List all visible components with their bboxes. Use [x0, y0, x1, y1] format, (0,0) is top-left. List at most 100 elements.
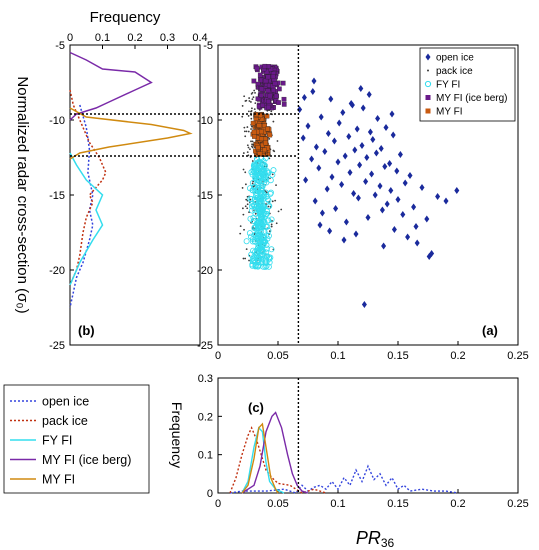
point-open-ice: [297, 106, 303, 113]
legend-main-label: MY FI (ice berg): [436, 93, 508, 104]
point-my-fi-ice-berg: [257, 72, 263, 78]
point-pack-ice: [244, 205, 247, 208]
point-open-ice: [325, 130, 331, 137]
panel-a-xtick-label: 0.05: [267, 350, 288, 362]
point-open-ice: [357, 161, 363, 169]
panel-c-xtick-label: 0.15: [387, 498, 408, 510]
point-open-ice: [370, 136, 376, 143]
point-fy-fi: [250, 217, 257, 224]
point-my-fi: [250, 120, 256, 126]
point-pack-ice: [250, 101, 252, 103]
point-pack-ice: [246, 207, 249, 210]
point-open-ice: [331, 137, 337, 145]
panel-c-ytick-label: 0.1: [198, 450, 213, 462]
point-open-ice: [390, 131, 396, 139]
point-my-fi-ice-berg: [267, 93, 273, 99]
point-pack-ice: [246, 203, 249, 206]
point-fy-fi: [253, 262, 260, 269]
panel-b-xtick-label: 0.3: [160, 32, 175, 44]
point-pack-ice: [243, 130, 246, 133]
legend-main-label: MY FI: [436, 107, 462, 118]
panel-a-ytick-label: -5: [203, 40, 213, 52]
point-open-ice: [375, 115, 381, 122]
point-open-ice: [419, 184, 425, 191]
panel-c-ylabel: Frequency: [169, 402, 185, 468]
point-pack-ice: [275, 222, 278, 225]
panel-b-line-my-fi-ice-berg: [69, 51, 153, 121]
point-fy-fi: [255, 172, 262, 179]
point-fy-fi: [268, 246, 275, 253]
point-fy-fi: [254, 263, 261, 270]
point-fy-fi: [258, 185, 265, 192]
point-open-ice: [300, 134, 306, 142]
point-fy-fi: [258, 243, 265, 250]
point-open-ice: [341, 236, 347, 244]
point-pack-ice: [242, 257, 245, 260]
legend-main-label: FY FI: [436, 80, 460, 91]
point-open-ice: [397, 151, 403, 158]
point-pack-ice: [243, 126, 246, 129]
point-fy-fi: [243, 238, 250, 245]
point-open-ice: [305, 122, 311, 130]
point-pack-ice: [244, 183, 247, 186]
panel-c-xtick-label: 0.1: [330, 498, 345, 510]
point-pack-ice: [248, 97, 251, 99]
point-pack-ice: [268, 230, 271, 233]
point-open-ice: [366, 91, 372, 98]
legend-lines-items: open ice pack ice FY FI MY FI (ice berg) MY …: [10, 395, 131, 487]
point-open-ice: [454, 187, 460, 194]
panel-b-lines: [69, 51, 193, 308]
point-open-ice: [359, 142, 365, 149]
point-fy-fi: [263, 210, 270, 217]
point-pack-ice: [270, 223, 273, 226]
point-open-ice: [363, 178, 369, 185]
legend-main: open ice pack ice FY FI MY FI (ice berg) MY …: [419, 47, 516, 122]
point-fy-fi: [265, 203, 272, 210]
point-fy-fi: [268, 216, 275, 223]
point-open-ice: [343, 218, 349, 226]
point-pack-ice: [268, 137, 271, 140]
panel-c-ticks: 0 0.05 0.1 0.15 0.2 0.25 0 0.1 0.2 0.3: [198, 373, 529, 510]
point-open-ice: [317, 221, 323, 229]
point-fy-fi: [255, 241, 262, 248]
point-open-ice: [394, 167, 400, 175]
point-fy-fi: [270, 167, 277, 174]
point-my-fi-ice-berg: [259, 86, 265, 92]
panel-b-xtick-label: 0.2: [127, 32, 142, 44]
point-open-ice: [333, 205, 339, 212]
point-open-ice: [351, 190, 357, 197]
point-pack-ice: [248, 100, 251, 102]
panel-b-line-my-fi: [69, 107, 193, 160]
panel-b-xtick-label: 0.1: [95, 32, 110, 44]
point-my-fi-ice-berg: [263, 78, 269, 84]
panel-a-label: (a): [482, 323, 498, 338]
panel-c-label: (c): [248, 400, 264, 415]
panel-b-ytick-label: -20: [49, 265, 65, 277]
panel-b-ticks: 0 0.1 0.2 0.3 0.4 -5 -10 -15 -20 -25: [49, 32, 208, 352]
point-pack-ice: [251, 107, 253, 110]
panel-a-ytick-label: -25: [197, 340, 213, 352]
point-fy-fi: [261, 228, 268, 235]
panel-c-ytick-label: 0: [207, 488, 213, 500]
point-my-fi: [267, 132, 273, 138]
point-fy-fi: [265, 263, 272, 270]
point-pack-ice: [247, 110, 250, 113]
legend-lines-label: pack ice: [42, 414, 88, 428]
point-open-ice: [349, 101, 355, 109]
point-pack-ice: [244, 100, 247, 102]
panel-a: 0 0.05 0.1 0.15 0.2 0.25 -5 -10 -15 -20 -25 (a) op…: [197, 40, 529, 362]
point-open-ice: [388, 187, 394, 194]
panel-b-line-open-ice: [69, 104, 94, 308]
point-pack-ice: [250, 110, 252, 113]
point-open-ice: [378, 145, 384, 152]
point-open-ice: [336, 119, 342, 127]
point-my-fi-ice-berg: [266, 99, 271, 104]
point-open-ice: [435, 193, 441, 200]
x-axis-label-sub: 36: [381, 536, 395, 550]
point-fy-fi: [254, 194, 261, 201]
point-fy-fi: [249, 200, 256, 207]
x-axis-label: PR36: [356, 528, 395, 550]
legend-main-marker: [427, 69, 429, 72]
point-pack-ice: [277, 210, 280, 213]
point-open-ice: [328, 95, 334, 103]
